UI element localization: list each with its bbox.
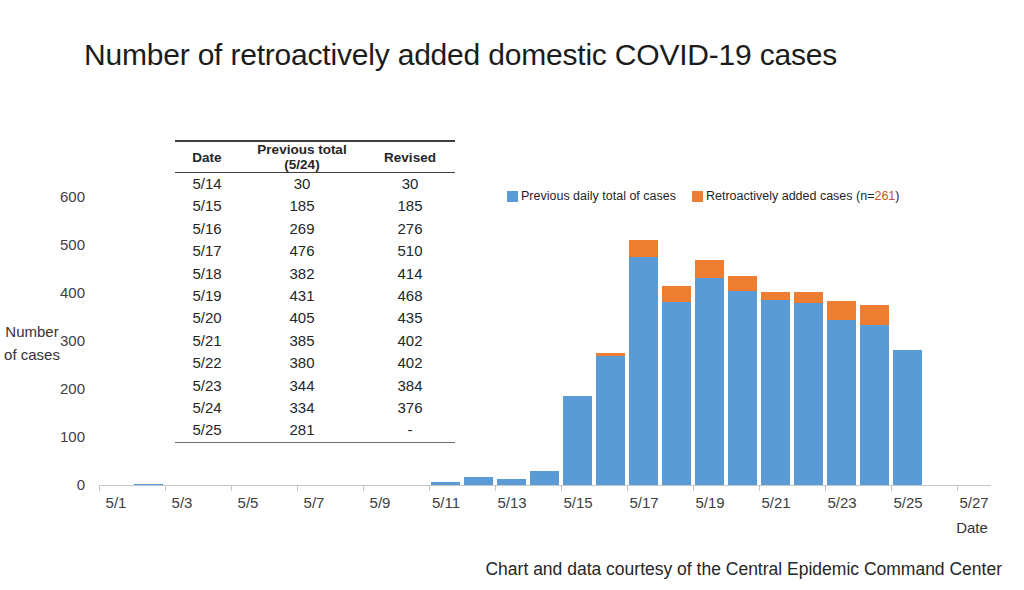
bar-segment-added bbox=[794, 292, 823, 303]
x-axis-tick bbox=[627, 486, 628, 491]
bar-segment-previous bbox=[563, 396, 592, 485]
bar-segment-added bbox=[629, 240, 658, 256]
x-axis-tick bbox=[957, 486, 958, 491]
x-axis-tick bbox=[825, 486, 826, 491]
x-axis-tick-label: 5/25 bbox=[875, 494, 941, 511]
y-axis-tick-label: 400 bbox=[18, 284, 85, 301]
bar-segment-added bbox=[695, 260, 724, 278]
bar-segment-previous bbox=[464, 477, 493, 485]
x-axis-tick-label: 5/1 bbox=[83, 494, 149, 511]
table-header-cell: Previous total (5/24) bbox=[239, 141, 365, 173]
bar-5-21 bbox=[761, 292, 790, 485]
bar-segment-previous bbox=[893, 350, 922, 485]
x-axis-tick-label: 5/27 bbox=[941, 494, 1007, 511]
bar-5-12 bbox=[464, 477, 493, 485]
x-axis-line bbox=[99, 485, 991, 486]
bar-5-16 bbox=[596, 353, 625, 485]
chart-title: Number of retroactively added domestic C… bbox=[84, 38, 837, 72]
bar-5-22 bbox=[794, 292, 823, 485]
plot-area bbox=[99, 197, 990, 485]
x-axis-title: Date bbox=[947, 519, 997, 536]
x-axis-tick bbox=[495, 486, 496, 491]
x-axis-tick bbox=[891, 486, 892, 491]
bar-segment-previous bbox=[629, 257, 658, 485]
y-axis-title: Number of cases bbox=[0, 320, 64, 366]
y-axis-tick-label: 600 bbox=[18, 188, 85, 205]
table-header-row: DatePrevious total (5/24)Revised bbox=[175, 141, 455, 173]
x-axis-tick bbox=[429, 486, 430, 491]
bar-segment-previous bbox=[596, 356, 625, 485]
x-axis-tick bbox=[561, 486, 562, 491]
bar-5-20 bbox=[728, 276, 757, 485]
bar-5-14 bbox=[530, 471, 559, 485]
bar-segment-added bbox=[728, 276, 757, 290]
bar-segment-previous bbox=[794, 303, 823, 485]
table-header-cell: Date bbox=[175, 141, 239, 173]
x-axis-tick-label: 5/19 bbox=[677, 494, 743, 511]
y-axis-tick-label: 500 bbox=[18, 236, 85, 253]
bar-segment-added bbox=[827, 301, 856, 320]
table-row: 5/143030 bbox=[175, 173, 455, 196]
x-axis-tick-label: 5/5 bbox=[215, 494, 281, 511]
table-header-cell: Revised bbox=[365, 141, 455, 173]
bar-segment-previous bbox=[827, 320, 856, 485]
x-axis-tick-label: 5/11 bbox=[413, 494, 479, 511]
bar-segment-previous bbox=[761, 300, 790, 485]
table-cell: 30 bbox=[239, 173, 365, 196]
x-axis-tick bbox=[231, 486, 232, 491]
x-axis-tick bbox=[759, 486, 760, 491]
x-axis-tick-label: 5/17 bbox=[611, 494, 677, 511]
x-axis-tick-label: 5/23 bbox=[809, 494, 875, 511]
y-axis-title-line2: of cases bbox=[0, 343, 64, 366]
bar-segment-previous bbox=[662, 302, 691, 485]
bar-5-17 bbox=[629, 240, 658, 485]
x-axis-tick bbox=[363, 486, 364, 491]
table-cell: 30 bbox=[365, 173, 455, 196]
bar-5-24 bbox=[860, 305, 889, 485]
bar-5-19 bbox=[695, 260, 724, 485]
bar-segment-previous bbox=[530, 471, 559, 485]
y-axis-title-line1: Number bbox=[0, 320, 64, 343]
bar-5-15 bbox=[563, 396, 592, 485]
bar-segment-previous bbox=[860, 325, 889, 485]
credit-text: Chart and data courtesy of the Central E… bbox=[485, 559, 1002, 580]
bar-segment-added bbox=[761, 292, 790, 300]
bar-segment-added bbox=[662, 286, 691, 301]
x-axis-tick bbox=[99, 486, 100, 491]
bar-5-25 bbox=[893, 350, 922, 485]
x-axis-tick-label: 5/7 bbox=[281, 494, 347, 511]
table-cell: 5/14 bbox=[175, 173, 239, 196]
y-axis-tick-label: 100 bbox=[18, 428, 85, 445]
bar-segment-added bbox=[860, 305, 889, 325]
bar-5-23 bbox=[827, 301, 856, 485]
x-axis-tick-label: 5/15 bbox=[545, 494, 611, 511]
bar-segment-previous bbox=[695, 278, 724, 485]
y-axis-tick-label: 0 bbox=[18, 476, 85, 493]
bar-5-18 bbox=[662, 286, 691, 485]
y-axis-tick-label: 200 bbox=[18, 380, 85, 397]
x-axis-tick-label: 5/21 bbox=[743, 494, 809, 511]
x-axis-tick bbox=[693, 486, 694, 491]
x-axis-tick bbox=[165, 486, 166, 491]
bar-segment-previous bbox=[728, 291, 757, 485]
chart-figure: Number of retroactively added domestic C… bbox=[0, 0, 1024, 590]
x-axis-tick-label: 5/3 bbox=[149, 494, 215, 511]
x-axis-tick-label: 5/9 bbox=[347, 494, 413, 511]
x-axis-tick bbox=[297, 486, 298, 491]
revision-table-header: DatePrevious total (5/24)Revised bbox=[175, 141, 455, 173]
x-axis-tick-label: 5/13 bbox=[479, 494, 545, 511]
